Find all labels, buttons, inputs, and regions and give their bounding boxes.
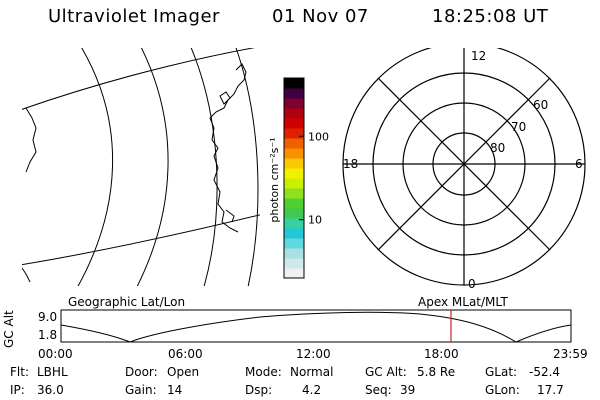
map-coastline [25, 107, 37, 173]
timeline-left-caption: Geographic Lat/Lon [68, 295, 186, 309]
map-coastline [225, 209, 235, 223]
map-longitude-line [235, 48, 259, 286]
timeline-right-caption: Apex MLat/MLT [418, 295, 508, 309]
ip-label: IP: [10, 383, 25, 397]
colorbar-gradient [284, 78, 304, 279]
colorbar-cell [284, 268, 304, 279]
colorbar-cell [284, 178, 304, 189]
door-label: Door: [125, 365, 158, 379]
altitude-timeline [60, 309, 572, 343]
gain-value: 14 [167, 383, 183, 397]
altitude-curve [60, 311, 572, 343]
map-longitude-line [136, 48, 169, 286]
colorbar-cell [284, 88, 304, 99]
colorbar-cell [284, 78, 304, 89]
timeline-xtick-4: 23:59 [553, 347, 588, 361]
glat-label: GLat: [485, 365, 518, 379]
map-longitude-line [77, 48, 114, 286]
map-latitude-line [22, 48, 256, 110]
mlt-label-12: 12 [471, 49, 486, 63]
glon-value: 17.7 [537, 383, 564, 397]
dsp-value: 4.2 [302, 383, 322, 397]
colorbar-cell [284, 108, 304, 119]
filter-label: Flt: [10, 365, 29, 379]
filter-value: LBHL [37, 365, 68, 379]
timeline-xtick-0: 00:00 [38, 347, 73, 361]
colorbar-cell [284, 228, 304, 239]
colorbar-cell [284, 168, 304, 179]
timeline-xtick-3: 18:00 [424, 347, 459, 361]
colorbar-unit-label: photon cm⁻²s⁻¹ [268, 137, 281, 222]
map-coastline [219, 91, 231, 105]
seq-value: 39 [400, 383, 416, 397]
colorbar-cell [284, 208, 304, 219]
colorbar-frame [283, 77, 305, 279]
colorbar-cell [284, 258, 304, 269]
timeline-ytick-bottom: 1.8 [38, 328, 58, 342]
gain-label: Gain: [125, 383, 157, 397]
colorbar-cell [284, 158, 304, 169]
polar-diagonal [377, 77, 551, 251]
dsp-label: Dsp: [245, 383, 273, 397]
observation-time: 18:25:08 UT [432, 6, 549, 27]
colorbar-ticks: 100 10 [299, 130, 329, 227]
timeline-xtick-2: 12:00 [296, 347, 331, 361]
colorbar-cell [284, 148, 304, 159]
glat-value: -52.4 [529, 365, 561, 379]
polar-mlt-plot: 12 18 6 0 60 70 80 [342, 48, 586, 288]
colorbar-cell [284, 128, 304, 139]
mode-label: Mode: [245, 365, 282, 379]
mlt-label-6: 6 [575, 157, 583, 171]
colorbar-tick-label: 10 [308, 214, 322, 227]
mlt-label-18: 18 [343, 157, 358, 171]
observation-date: 01 Nov 07 [272, 6, 369, 27]
door-value: Open [167, 365, 200, 379]
timeline-frame [60, 309, 572, 343]
colorbar-cell [284, 218, 304, 229]
seq-label: Seq: [365, 383, 392, 397]
colorbar-cell [284, 98, 304, 109]
colorbar-cell [284, 248, 304, 259]
lat-label-60: 60 [533, 98, 548, 112]
lat-label-80: 80 [490, 141, 505, 155]
map-coastline [209, 63, 247, 233]
timeline-xtick-1: 06:00 [168, 347, 203, 361]
colorbar: 100 10 photon cm⁻²s⁻¹ [268, 77, 329, 279]
colorbar-cell [284, 238, 304, 249]
timeline-ytick-top: 9.0 [38, 310, 58, 324]
instrument-title: Ultraviolet Imager [48, 6, 220, 27]
lat-label-70: 70 [511, 120, 526, 134]
colorbar-cell [284, 188, 304, 199]
colorbar-cell [284, 198, 304, 209]
timeline-y-axis-label: GC Alt [2, 310, 16, 348]
map-longitude-line [190, 48, 218, 286]
colorbar-cell [284, 138, 304, 149]
gc-alt-value: 5.8 Re [417, 365, 456, 379]
glon-label: GLon: [485, 383, 520, 397]
colorbar-tick-label: 100 [308, 130, 329, 143]
mlt-label-0: 0 [468, 277, 476, 288]
ip-value: 36.0 [37, 383, 64, 397]
colorbar-cell [284, 118, 304, 129]
mode-value: Normal [290, 365, 334, 379]
gc-alt-label: GC Alt: [365, 365, 407, 379]
map-coastline [22, 267, 31, 283]
